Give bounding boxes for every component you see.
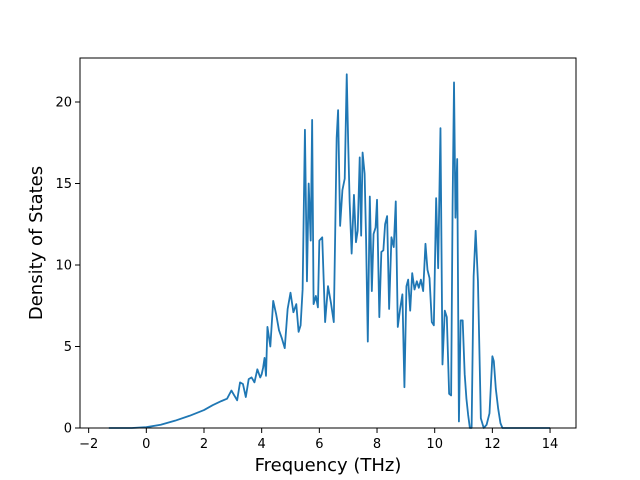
y-tick-label: 10 — [55, 259, 72, 274]
y-tick-label: 20 — [55, 96, 72, 111]
x-tick-label: 8 — [373, 437, 381, 452]
x-axis-label: Frequency (THz) — [255, 455, 402, 476]
y-axis-label: Density of States — [26, 166, 47, 320]
x-tick-label: −2 — [79, 437, 98, 452]
x-tick-label: 14 — [542, 437, 559, 452]
x-tick-label: 0 — [142, 437, 150, 452]
x-axis: −2 0 2 4 6 8 10 12 14 — [79, 428, 558, 452]
y-axis: 0 5 10 15 20 — [55, 96, 80, 437]
x-tick-label: 2 — [200, 437, 208, 452]
plot-background — [80, 58, 576, 428]
x-tick-label: 6 — [315, 437, 323, 452]
y-tick-label: 5 — [64, 340, 72, 355]
y-tick-label: 0 — [64, 422, 72, 437]
y-tick-label: 15 — [55, 177, 72, 192]
plot-frame — [79, 57, 577, 429]
x-tick-label: 12 — [484, 437, 501, 452]
x-tick-label: 4 — [258, 437, 266, 452]
x-tick-label: 10 — [426, 437, 443, 452]
